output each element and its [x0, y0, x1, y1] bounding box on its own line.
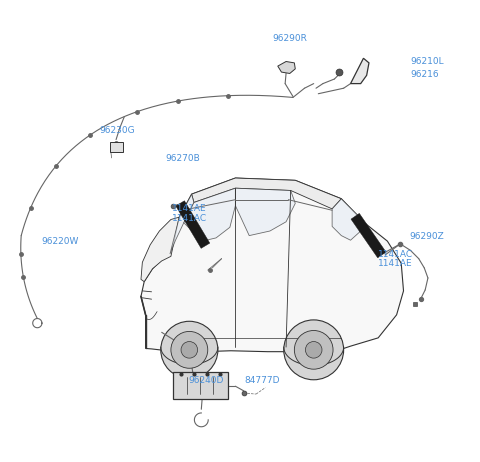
Circle shape	[181, 341, 198, 358]
Polygon shape	[332, 199, 360, 240]
Polygon shape	[141, 178, 404, 352]
Polygon shape	[350, 58, 369, 84]
Circle shape	[305, 341, 322, 358]
Text: 96210L: 96210L	[410, 57, 444, 66]
Circle shape	[161, 321, 218, 378]
Polygon shape	[176, 201, 210, 249]
Polygon shape	[141, 217, 179, 282]
Polygon shape	[235, 188, 295, 236]
Text: 96220W: 96220W	[41, 237, 78, 246]
FancyBboxPatch shape	[173, 372, 228, 399]
FancyBboxPatch shape	[109, 142, 123, 152]
Text: 96270B: 96270B	[166, 154, 200, 163]
Polygon shape	[351, 213, 386, 258]
Polygon shape	[192, 178, 341, 209]
Text: 84777D: 84777D	[245, 376, 280, 385]
Circle shape	[294, 330, 333, 369]
Circle shape	[171, 331, 208, 368]
Text: 96240D: 96240D	[189, 376, 224, 385]
Text: 1141AE: 1141AE	[172, 204, 206, 213]
Text: 96290R: 96290R	[272, 34, 307, 43]
Text: 1141AC: 1141AC	[172, 213, 207, 223]
Text: 1141AC: 1141AC	[378, 249, 413, 259]
Text: 1141AE: 1141AE	[378, 259, 413, 268]
Text: 96216: 96216	[410, 70, 439, 79]
Polygon shape	[184, 188, 235, 241]
Text: 96290Z: 96290Z	[409, 232, 444, 241]
Text: 96230G: 96230G	[99, 126, 135, 135]
Polygon shape	[170, 194, 194, 254]
Polygon shape	[278, 61, 295, 73]
Circle shape	[284, 320, 344, 380]
